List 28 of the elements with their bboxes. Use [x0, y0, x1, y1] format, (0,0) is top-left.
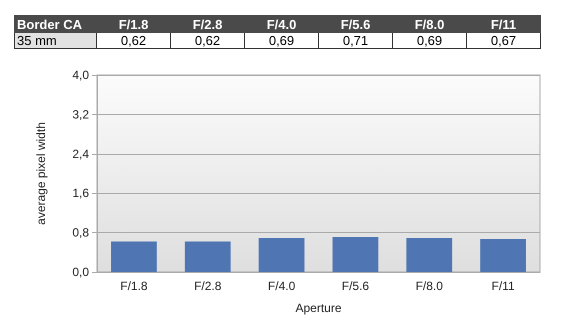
x-tick-label: F/8.0 [416, 279, 444, 293]
category-label: F/2.8 [192, 16, 222, 32]
chart-title: Border CA [14, 16, 96, 32]
data-label: 0,62 [96, 32, 170, 48]
x-tick-label: F/5.6 [342, 279, 370, 293]
data-label: 0,62 [170, 32, 244, 48]
y-tick-label: 2,4 [72, 146, 90, 161]
y-tick-label: 0,8 [72, 226, 90, 240]
category-label: F/8.0 [414, 16, 444, 32]
x-axis-title: Aperture [295, 301, 342, 315]
y-tick-label: 3,2 [72, 107, 90, 122]
x-tick-label: F/4.0 [268, 279, 296, 293]
x-tick-label: F/11 [492, 279, 515, 293]
text: 35 mm [14, 32, 96, 48]
category-label: F/11 [490, 16, 516, 32]
y-tick-label: 0,0 [72, 265, 90, 279]
data-label: 0,71 [318, 32, 392, 48]
data-label: 0,69 [392, 32, 466, 48]
category-label: F/5.6 [340, 16, 370, 32]
x-tick-label: F/1.8 [120, 279, 148, 293]
data-label: 0,69 [244, 32, 318, 48]
y-axis-title: average pixel width [34, 122, 48, 225]
data-label: 0,67 [466, 32, 540, 48]
y-tick-label: 4,0 [72, 68, 90, 82]
y-tick-label: 1,6 [72, 186, 90, 200]
category-label: F/1.8 [118, 16, 148, 32]
x-tick-label: F/2.8 [194, 279, 222, 293]
category-label: F/4.0 [266, 16, 296, 32]
